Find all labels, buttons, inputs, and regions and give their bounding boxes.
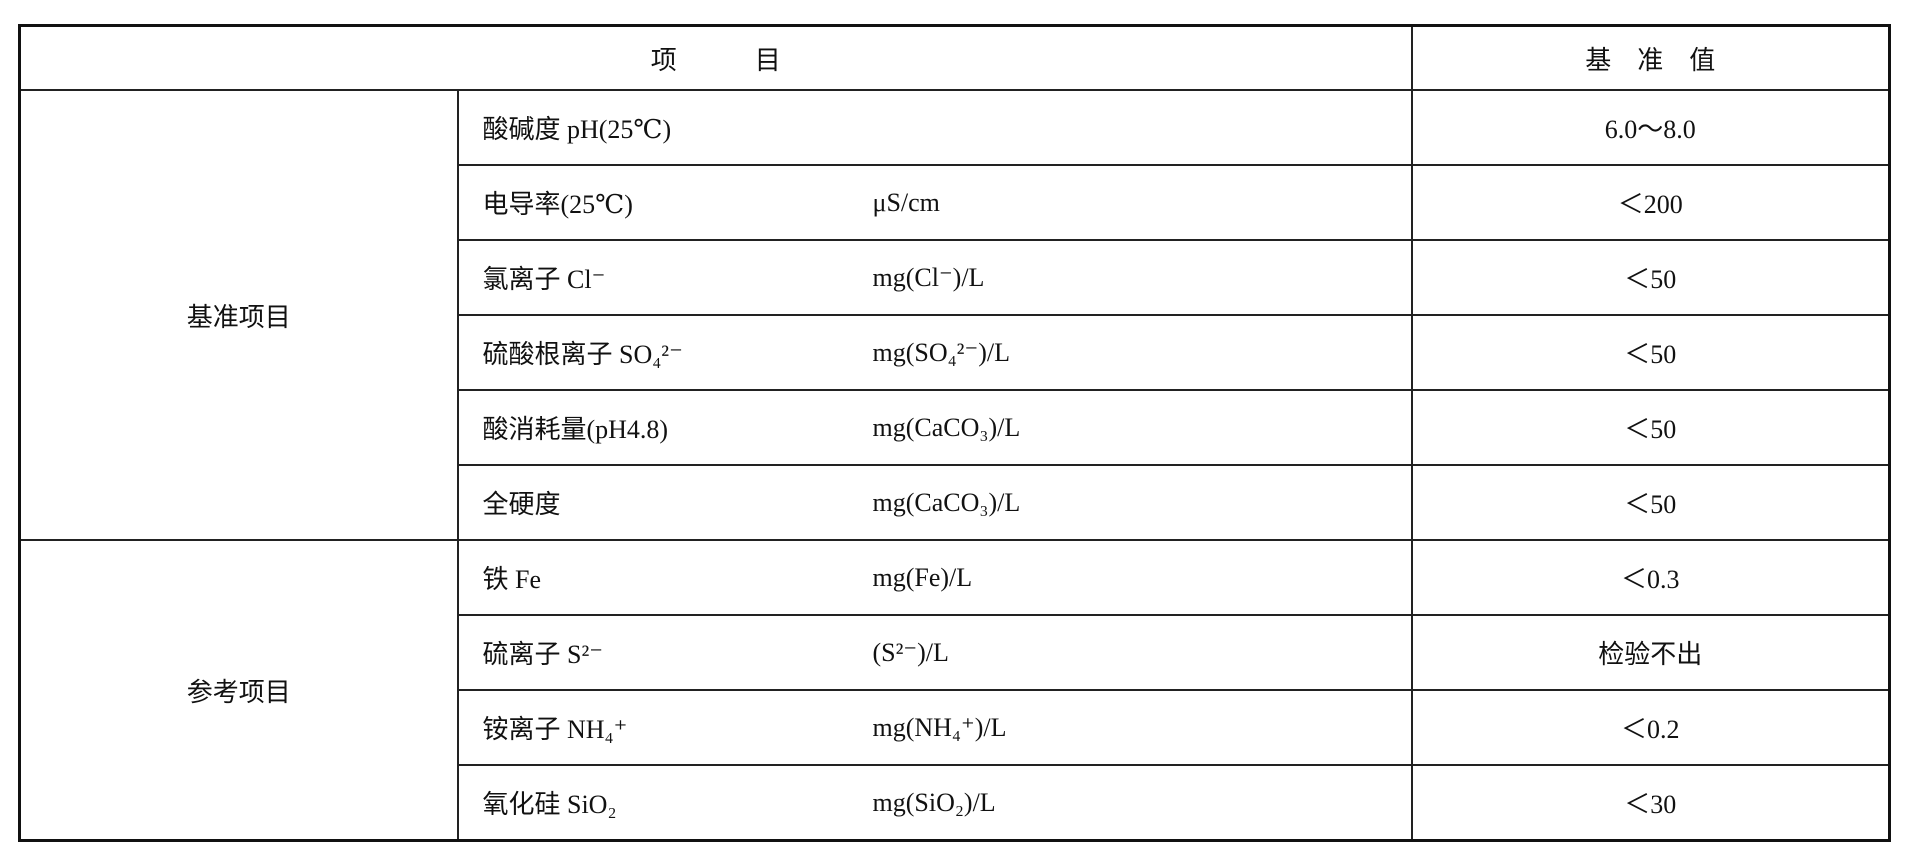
standard-value: ＜50 [1410,389,1891,466]
item-cell: 酸消耗量(pH4.8) mg(CaCO₃)/L [456,389,1413,466]
table-row: 氯离子 Cl⁻ mg(Cl⁻)/L ＜50 [20,239,1891,316]
standard-value: ＜0.3 [1410,539,1891,616]
item-unit: mg(SiO₂)/L [872,787,996,817]
item-cell: 电导率(25℃) μS/cm [456,164,1413,241]
item-unit: mg(CaCO₃)/L [872,412,1021,442]
item-unit: mg(Cl⁻)/L [872,262,985,292]
item-name: 硫酸根离子 SO₄²⁻ [482,340,683,369]
standard-value: ＜200 [1410,164,1891,241]
item-name: 硫离子 S²⁻ [482,640,603,669]
item-name: 酸碱度 pH(25℃) [482,115,672,144]
table-row: 参考项目铁 Fe mg(Fe)/L ＜0.3 [18,539,1891,842]
standard-value: ＜50 [1410,314,1891,391]
standard-value: ＜0.2 [1410,689,1891,766]
table-row: 基准项目 酸碱度 pH(25℃) 6.0～8.0 [18,89,1891,541]
item-cell: 氯离子 Cl⁻ mg(Cl⁻)/L [456,239,1413,316]
item-unit: mg(NH₄⁺)/L [872,712,1007,742]
standard-value: ＜50 [1410,464,1891,541]
table-row: 全硬度 mg(CaCO₃)/L ＜50 [20,464,1891,541]
table-row: 硫酸根离子 SO₄²⁻ mg(SO₄²⁻)/L ＜50 [20,314,1891,391]
header-item: 项 目 [18,24,1413,91]
header-standard: 基 准 值 [1410,24,1891,91]
group-label: 参考项目 [18,539,459,842]
item-name: 酸消耗量(pH4.8) [482,415,669,444]
item-name: 氯离子 Cl⁻ [482,265,606,294]
standard-value: ＜50 [1410,239,1891,316]
table-row: 硫离子 S²⁻ (S²⁻)/L 检验不出 [20,614,1891,691]
header-row: 项 目 基 准 值 [18,24,1891,91]
table-row: 酸消耗量(pH4.8) mg(CaCO₃)/L ＜50 [20,389,1891,466]
item-name: 氧化硅 SiO₂ [482,790,617,819]
standard-value: ＜30 [1410,764,1891,842]
item-name: 铵离子 NH₄⁺ [482,715,628,744]
item-unit: mg(CaCO₃)/L [872,487,1021,517]
item-name: 全硬度 [482,490,561,519]
item-name: 铁 Fe [482,565,542,594]
item-cell: 全硬度 mg(CaCO₃)/L [456,464,1413,541]
item-unit: μS/cm [872,187,940,217]
item-cell: 硫酸根离子 SO₄²⁻ mg(SO₄²⁻)/L [456,314,1413,391]
standard-value: 检验不出 [1410,614,1891,691]
item-name: 电导率(25℃) [482,190,633,219]
item-cell: 硫离子 S²⁻ (S²⁻)/L [456,614,1413,691]
group-label: 基准项目 [18,89,459,541]
item-cell: 铁 Fe mg(Fe)/L [456,539,1413,616]
item-cell: 铵离子 NH₄⁺ mg(NH₄⁺)/L [456,689,1413,766]
item-unit: (S²⁻)/L [872,637,949,667]
table-row: 铵离子 NH₄⁺ mg(NH₄⁺)/L ＜0.2 [20,689,1891,766]
water-quality-table: 项 目 基 准 值 基准项目 酸碱度 pH(25℃) 6.0～8.0 电导率(25℃)… [18,24,1892,842]
item-unit: mg(Fe)/L [872,562,973,592]
table-row: 氧化硅 SiO₂ mg(SiO₂)/L ＜30 [20,764,1891,842]
standard-value: 6.0～8.0 [1410,89,1891,166]
table-row: 电导率(25℃) μS/cm ＜200 [20,164,1891,241]
item-cell: 酸碱度 pH(25℃) [456,89,1413,166]
item-unit: mg(SO₄²⁻)/L [872,337,1010,367]
item-cell: 氧化硅 SiO₂ mg(SiO₂)/L [456,764,1413,842]
